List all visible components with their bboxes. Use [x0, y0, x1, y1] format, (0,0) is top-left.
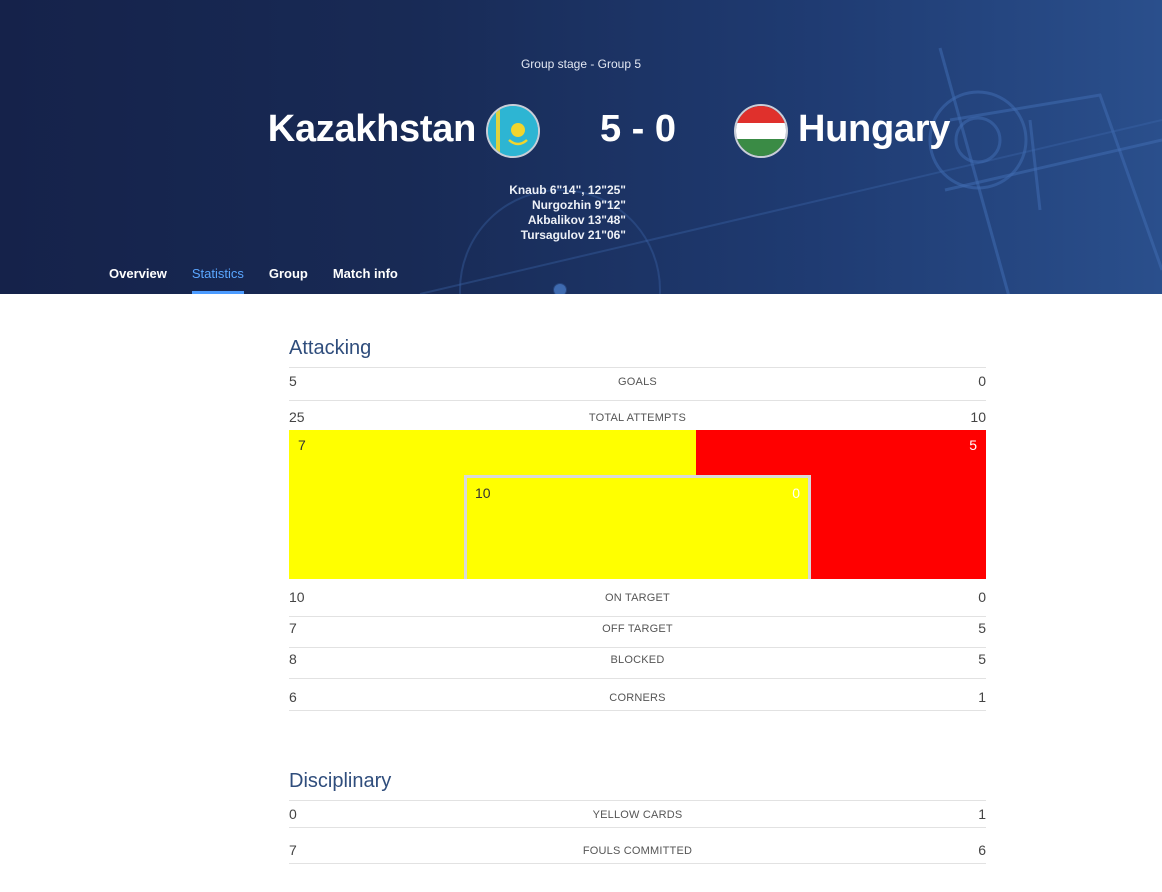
- inside-box-away-value: 0: [792, 485, 800, 501]
- stat-row-on-target: 10 ON TARGET 0: [289, 589, 986, 617]
- home-value: 7: [289, 842, 297, 858]
- away-value: 0: [978, 589, 986, 605]
- stat-row-yellow-cards: 0 YELLOW CARDS 1: [289, 806, 986, 828]
- tab-group[interactable]: Group: [268, 266, 308, 281]
- goal-frame: 10 0: [464, 475, 811, 579]
- stat-label: BLOCKED: [610, 654, 665, 666]
- match-tabs: Overview Statistics Group Match info: [109, 266, 423, 294]
- home-value: 10: [289, 589, 305, 605]
- away-value: 6: [978, 842, 986, 858]
- stat-row-blocked: 8 BLOCKED 5: [289, 651, 986, 679]
- tab-statistics[interactable]: Statistics: [191, 266, 244, 294]
- away-value: 0: [978, 373, 986, 389]
- section-title-attacking: Attacking: [289, 337, 372, 359]
- attempts-visualization: 7 5 10 0: [289, 430, 986, 579]
- home-value: 0: [289, 806, 297, 822]
- stat-row-fouls-committed: 7 FOULS COMMITTED 6: [289, 842, 986, 864]
- divider: [289, 367, 986, 368]
- stat-label: CORNERS: [609, 692, 666, 704]
- stat-label: TOTAL ATTEMPTS: [588, 412, 687, 424]
- stat-row-total-attempts: 25 TOTAL ATTEMPTS 10: [289, 409, 986, 429]
- score: 5 - 0: [599, 108, 677, 150]
- outside-box-away-value: 5: [969, 437, 977, 453]
- away-team-name[interactable]: Hungary: [798, 108, 951, 150]
- home-value: 6: [289, 689, 297, 705]
- scorer-line: Tursagulov 21"06": [520, 228, 626, 242]
- scorers-list: Knaub 6"14", 12"25" Nurgozhin 9"12" Akba…: [509, 183, 626, 243]
- home-value: 7: [289, 620, 297, 636]
- scorer-line: Knaub 6"14", 12"25": [509, 183, 626, 197]
- match-header: Group stage - Group 5 Kazakhstan 5 - 0 H…: [0, 0, 1162, 294]
- home-value: 25: [289, 409, 305, 425]
- scorer-line: Akbalikov 13"48": [527, 213, 626, 227]
- away-value: 1: [978, 806, 986, 822]
- stat-label: YELLOW CARDS: [592, 809, 683, 821]
- pitch-lines-decoration: [419, 47, 1162, 294]
- inside-box-home-area: [467, 478, 808, 579]
- stage-label: Group stage - Group 5: [520, 57, 642, 71]
- scorer-line: Nurgozhin 9"12": [531, 198, 626, 212]
- stat-label: ON TARGET: [605, 592, 670, 604]
- stat-row-off-target: 7 OFF TARGET 5: [289, 620, 986, 648]
- kazakhstan-flag-icon: [486, 104, 540, 158]
- away-value: 5: [978, 620, 986, 636]
- divider: [289, 800, 986, 801]
- away-value: 1: [978, 689, 986, 705]
- stat-row-corners: 6 CORNERS 1: [289, 689, 986, 711]
- away-value: 5: [978, 651, 986, 667]
- hungary-flag-icon: [734, 104, 788, 158]
- tab-overview[interactable]: Overview: [109, 266, 167, 281]
- stat-label: GOALS: [618, 376, 657, 388]
- home-team-name[interactable]: Kazakhstan: [267, 108, 477, 150]
- tab-match-info[interactable]: Match info: [332, 266, 398, 281]
- outside-box-home-value: 7: [298, 437, 306, 453]
- inside-box-home-value: 10: [475, 485, 491, 501]
- section-title-disciplinary: Disciplinary: [289, 770, 392, 792]
- stat-label: FOULS COMMITTED: [582, 845, 693, 857]
- stat-label: OFF TARGET: [602, 623, 673, 635]
- home-value: 8: [289, 651, 297, 667]
- away-value: 10: [970, 409, 986, 425]
- stat-row-goals: 5 GOALS 0: [289, 373, 986, 401]
- home-value: 5: [289, 373, 297, 389]
